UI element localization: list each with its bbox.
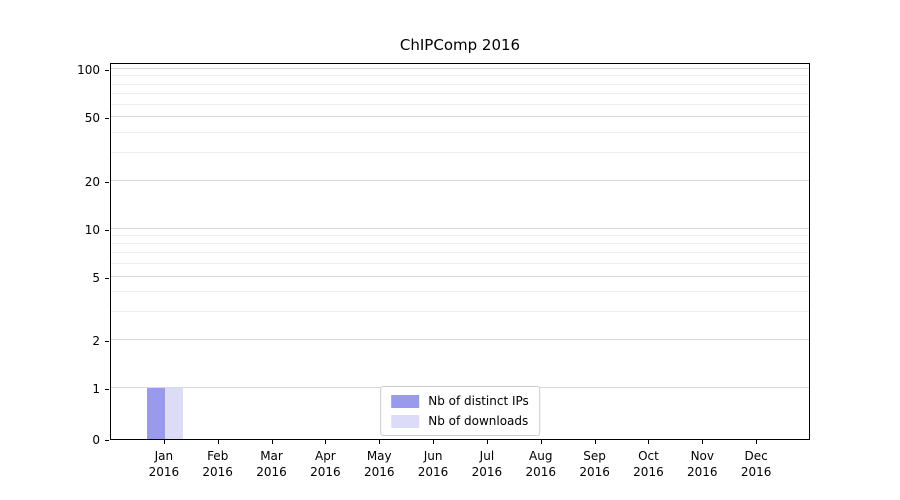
y-tick-mark [105, 70, 109, 72]
x-tick-label: Feb 2016 [202, 449, 233, 480]
x-tick-label: Sep 2016 [579, 449, 610, 480]
x-tick-label: Jun 2016 [417, 449, 449, 480]
y-gridline-minor [111, 311, 809, 313]
y-gridline-minor [111, 103, 809, 105]
chart-title: ChIPComp 2016 [399, 36, 521, 54]
y-tick-label: 2 [92, 334, 100, 349]
x-tick-label: Apr 2016 [310, 449, 341, 480]
y-tick-label: 20 [84, 174, 100, 189]
x-tick-label: Oct 2016 [633, 449, 664, 480]
y-gridline-major [111, 339, 809, 341]
x-tick-mark [486, 440, 488, 444]
y-tick-mark [105, 118, 109, 120]
y-tick-mark [105, 440, 109, 441]
x-tick-label: May 2016 [363, 449, 395, 480]
y-gridline-minor [111, 83, 809, 85]
legend-label: Nb of downloads [428, 414, 529, 428]
legend-label: Nb of distinct IPs [428, 394, 529, 408]
y-gridline-major [111, 116, 809, 118]
y-gridline-major [111, 68, 809, 70]
plot-area: Nb of distinct IPs Nb of downloads [110, 63, 810, 440]
x-tick-mark [325, 440, 327, 444]
y-gridline-minor [111, 131, 809, 133]
x-tick-mark [379, 440, 381, 444]
legend: Nb of distinct IPs Nb of downloads [380, 386, 540, 436]
bar-nb-of-distinct-ips [146, 388, 165, 439]
x-tick-label: Mar 2016 [256, 449, 287, 480]
y-gridline-major [111, 275, 809, 277]
x-tick-mark [163, 440, 165, 444]
y-tick-label: 1 [92, 382, 100, 397]
y-gridline-minor [111, 92, 809, 94]
x-tick-label: Nov 2016 [687, 449, 718, 480]
y-gridline-major [111, 179, 809, 181]
legend-entry: Nb of downloads [391, 414, 529, 428]
x-tick-mark [540, 440, 542, 444]
y-tick-label: 50 [84, 111, 100, 126]
y-tick-mark [105, 341, 109, 343]
x-tick-mark [648, 440, 650, 444]
y-tick-mark [105, 277, 109, 279]
y-gridline-minor [111, 234, 809, 236]
x-tick-mark [217, 440, 219, 444]
legend-entry: Nb of distinct IPs [391, 394, 529, 408]
legend-swatch-icon [391, 414, 420, 428]
x-tick-mark [702, 440, 704, 444]
x-tick-label: Aug 2016 [525, 449, 557, 480]
x-tick-label: Dec 2016 [740, 449, 772, 480]
x-tick-label: Jan 2016 [148, 449, 180, 480]
y-tick-label: 0 [92, 433, 100, 447]
y-gridline-minor [111, 151, 809, 153]
y-gridline-minor [111, 75, 809, 77]
y-tick-label: 10 [84, 222, 100, 237]
x-tick-mark [594, 440, 596, 444]
y-gridline-minor [111, 263, 809, 265]
legend-swatch-icon [391, 394, 420, 408]
x-tick-label: Jul 2016 [471, 449, 503, 480]
y-tick-label: 5 [92, 270, 100, 285]
y-gridline-minor [111, 243, 809, 245]
y-tick-mark [105, 181, 109, 183]
x-tick-mark [756, 440, 758, 444]
x-tick-mark [433, 440, 435, 444]
y-gridline-minor [111, 252, 809, 254]
y-gridline-minor [111, 291, 809, 293]
bar-nb-of-downloads [164, 388, 183, 439]
y-gridline-major [111, 227, 809, 229]
y-tick-mark [105, 389, 109, 391]
x-tick-mark [271, 440, 273, 444]
y-tick-label: 100 [77, 63, 100, 78]
y-tick-mark [105, 229, 109, 231]
